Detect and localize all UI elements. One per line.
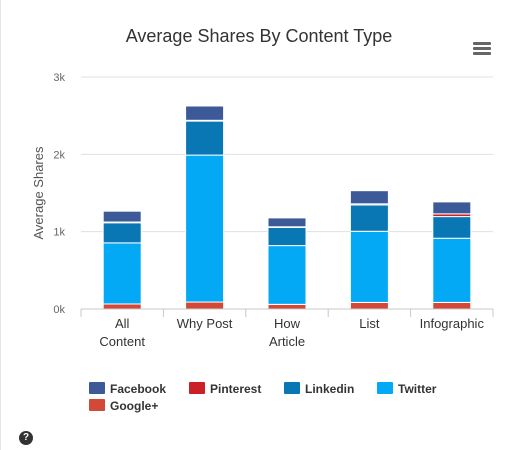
bar-segment-facebook[interactable]: [349, 190, 389, 205]
bar-segment-facebook[interactable]: [267, 217, 307, 228]
bar-segment-google[interactable]: [432, 301, 472, 310]
question-circle-icon[interactable]: ?: [19, 431, 33, 445]
x-tick-label: Infographic: [420, 316, 485, 331]
bar-segment-google[interactable]: [349, 301, 389, 310]
legend-label: Linkedin: [305, 382, 354, 396]
x-tick-label: List: [359, 316, 380, 331]
bar-segment-linkedin[interactable]: [349, 204, 389, 232]
legend-label: Facebook: [110, 382, 166, 396]
bar-segment-twitter[interactable]: [349, 230, 389, 303]
bar-segment-facebook[interactable]: [102, 210, 142, 223]
bars: [102, 105, 472, 310]
bar-segment-google[interactable]: [185, 301, 225, 310]
bar-segment-facebook[interactable]: [432, 201, 472, 215]
bar-segment-google[interactable]: [102, 303, 142, 310]
legend-label: Twitter: [398, 382, 437, 396]
y-tick-label: 0k: [53, 304, 65, 316]
bar-segment-google[interactable]: [267, 303, 307, 310]
y-axis-title: Average Shares: [31, 146, 46, 239]
bar-segment-twitter[interactable]: [185, 154, 225, 303]
legend-item-facebook[interactable]: Facebook: [89, 382, 166, 396]
x-axis: All Content Why Post How Article List Infograp…: [80, 308, 494, 349]
y-tick-label: 3k: [53, 72, 65, 84]
legend-item-pinterest[interactable]: Pinterest: [189, 382, 261, 396]
x-tick-label: All: [115, 316, 130, 331]
y-tick-label: 2k: [53, 149, 65, 161]
x-tick-label: Article: [269, 334, 305, 349]
legend-item-google[interactable]: Google+: [89, 399, 158, 413]
legend-label: Google+: [110, 399, 158, 413]
legend-swatch: [189, 382, 205, 394]
x-tick-label: Why Post: [177, 316, 233, 331]
y-axis-ticks: 0k 1k 2k 3k: [53, 72, 65, 316]
legend-swatch: [377, 382, 393, 394]
legend-item-twitter[interactable]: Twitter: [377, 382, 437, 396]
gridlines: [81, 76, 493, 233]
bar-segment-facebook[interactable]: [185, 105, 225, 121]
bar-segment-twitter[interactable]: [267, 245, 307, 305]
bar-segment-twitter[interactable]: [102, 242, 142, 305]
bar-segment-linkedin[interactable]: [102, 222, 142, 244]
legend-swatch: [284, 382, 300, 394]
bar-segment-linkedin[interactable]: [185, 120, 225, 156]
x-tick-label: How: [274, 316, 301, 331]
hamburger-menu-icon[interactable]: [473, 42, 491, 58]
legend: Facebook Pinterest Linkedin Twitter Google+: [89, 382, 437, 413]
x-tick-label: Content: [99, 334, 145, 349]
y-tick-label: 1k: [53, 227, 65, 239]
bar-segment-twitter[interactable]: [432, 237, 472, 303]
legend-swatch: [89, 382, 105, 394]
bar-segment-linkedin[interactable]: [267, 226, 307, 247]
bar-segment-linkedin[interactable]: [432, 216, 472, 239]
legend-label: Pinterest: [210, 382, 261, 396]
legend-item-linkedin[interactable]: Linkedin: [284, 382, 354, 396]
legend-swatch: [89, 399, 105, 411]
chart-title: Average Shares By Content Type: [126, 26, 393, 46]
